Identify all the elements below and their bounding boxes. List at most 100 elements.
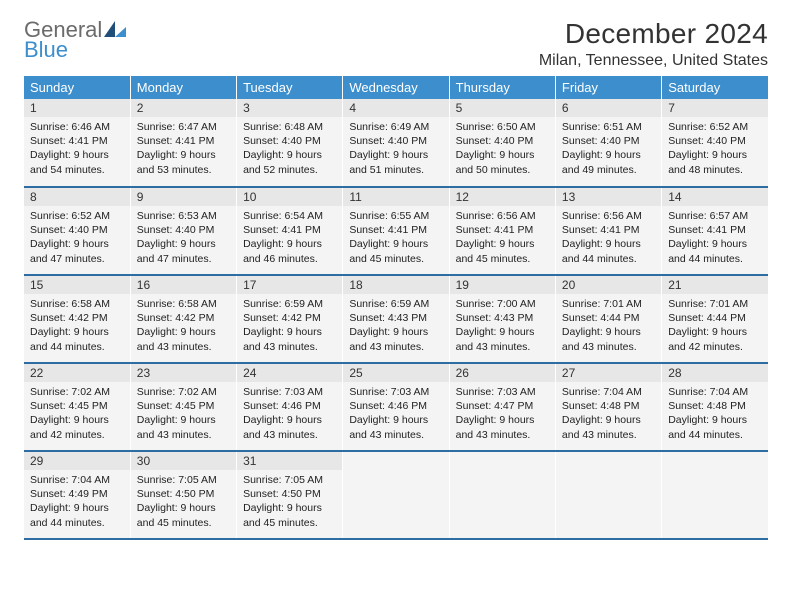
day-details: Sunrise: 6:56 AMSunset: 4:41 PMDaylight:…: [450, 206, 555, 274]
day-details: Sunrise: 6:58 AMSunset: 4:42 PMDaylight:…: [131, 294, 236, 362]
day-number: 20: [556, 276, 661, 294]
calendar-cell: 19Sunrise: 7:00 AMSunset: 4:43 PMDayligh…: [449, 275, 555, 363]
day-details: Sunrise: 7:03 AMSunset: 4:46 PMDaylight:…: [237, 382, 342, 450]
day-details: Sunrise: 7:00 AMSunset: 4:43 PMDaylight:…: [450, 294, 555, 362]
calendar-cell: 7Sunrise: 6:52 AMSunset: 4:40 PMDaylight…: [662, 99, 768, 187]
day-details: Sunrise: 6:55 AMSunset: 4:41 PMDaylight:…: [343, 206, 448, 274]
day-number: 6: [556, 99, 661, 117]
day-number: 14: [662, 188, 768, 206]
calendar-week-row: 1Sunrise: 6:46 AMSunset: 4:41 PMDaylight…: [24, 99, 768, 187]
calendar-cell: 25Sunrise: 7:03 AMSunset: 4:46 PMDayligh…: [343, 363, 449, 451]
day-number: 28: [662, 364, 768, 382]
calendar-cell: 22Sunrise: 7:02 AMSunset: 4:45 PMDayligh…: [24, 363, 130, 451]
day-number: 18: [343, 276, 448, 294]
day-number: 7: [662, 99, 768, 117]
day-details: Sunrise: 7:03 AMSunset: 4:47 PMDaylight:…: [450, 382, 555, 450]
day-number: 9: [131, 188, 236, 206]
calendar-cell: 28Sunrise: 7:04 AMSunset: 4:48 PMDayligh…: [662, 363, 768, 451]
day-details: Sunrise: 7:04 AMSunset: 4:48 PMDaylight:…: [556, 382, 661, 450]
calendar-cell: 8Sunrise: 6:52 AMSunset: 4:40 PMDaylight…: [24, 187, 130, 275]
day-details: Sunrise: 7:03 AMSunset: 4:46 PMDaylight:…: [343, 382, 448, 450]
calendar-week-row: 29Sunrise: 7:04 AMSunset: 4:49 PMDayligh…: [24, 451, 768, 539]
day-details: Sunrise: 7:02 AMSunset: 4:45 PMDaylight:…: [131, 382, 236, 450]
calendar-cell: 4Sunrise: 6:49 AMSunset: 4:40 PMDaylight…: [343, 99, 449, 187]
day-number: 31: [237, 452, 342, 470]
day-number: 13: [556, 188, 661, 206]
day-details: Sunrise: 6:52 AMSunset: 4:40 PMDaylight:…: [24, 206, 130, 274]
day-details: Sunrise: 7:04 AMSunset: 4:48 PMDaylight:…: [662, 382, 768, 450]
day-number: 22: [24, 364, 130, 382]
weekday-monday: Monday: [130, 76, 236, 99]
calendar-week-row: 22Sunrise: 7:02 AMSunset: 4:45 PMDayligh…: [24, 363, 768, 451]
calendar-cell: 11Sunrise: 6:55 AMSunset: 4:41 PMDayligh…: [343, 187, 449, 275]
weekday-tuesday: Tuesday: [237, 76, 343, 99]
calendar-cell: 5Sunrise: 6:50 AMSunset: 4:40 PMDaylight…: [449, 99, 555, 187]
calendar-cell: 17Sunrise: 6:59 AMSunset: 4:42 PMDayligh…: [237, 275, 343, 363]
calendar-cell: 14Sunrise: 6:57 AMSunset: 4:41 PMDayligh…: [662, 187, 768, 275]
day-number: 27: [556, 364, 661, 382]
day-number: 10: [237, 188, 342, 206]
day-details: Sunrise: 7:01 AMSunset: 4:44 PMDaylight:…: [662, 294, 768, 362]
calendar-week-row: 8Sunrise: 6:52 AMSunset: 4:40 PMDaylight…: [24, 187, 768, 275]
day-number: 5: [450, 99, 555, 117]
day-details: Sunrise: 6:48 AMSunset: 4:40 PMDaylight:…: [237, 117, 342, 186]
day-details: Sunrise: 7:01 AMSunset: 4:44 PMDaylight:…: [556, 294, 661, 362]
day-details: Sunrise: 7:02 AMSunset: 4:45 PMDaylight:…: [24, 382, 130, 450]
day-details: Sunrise: 6:54 AMSunset: 4:41 PMDaylight:…: [237, 206, 342, 274]
day-number: 29: [24, 452, 130, 470]
calendar-cell: 3Sunrise: 6:48 AMSunset: 4:40 PMDaylight…: [237, 99, 343, 187]
calendar-cell: [555, 451, 661, 539]
day-details: Sunrise: 6:51 AMSunset: 4:40 PMDaylight:…: [556, 117, 661, 186]
day-number: 12: [450, 188, 555, 206]
calendar-cell: 16Sunrise: 6:58 AMSunset: 4:42 PMDayligh…: [130, 275, 236, 363]
calendar-cell: [662, 451, 768, 539]
day-number: 17: [237, 276, 342, 294]
calendar-cell: 20Sunrise: 7:01 AMSunset: 4:44 PMDayligh…: [555, 275, 661, 363]
calendar-cell: 6Sunrise: 6:51 AMSunset: 4:40 PMDaylight…: [555, 99, 661, 187]
calendar-cell: 2Sunrise: 6:47 AMSunset: 4:41 PMDaylight…: [130, 99, 236, 187]
day-number: 8: [24, 188, 130, 206]
location-text: Milan, Tennessee, United States: [539, 52, 768, 70]
day-details: Sunrise: 6:59 AMSunset: 4:43 PMDaylight:…: [343, 294, 448, 362]
calendar-cell: 9Sunrise: 6:53 AMSunset: 4:40 PMDaylight…: [130, 187, 236, 275]
day-number: 21: [662, 276, 768, 294]
day-details: Sunrise: 6:59 AMSunset: 4:42 PMDaylight:…: [237, 294, 342, 362]
day-details: Sunrise: 6:47 AMSunset: 4:41 PMDaylight:…: [131, 117, 236, 186]
calendar-cell: 24Sunrise: 7:03 AMSunset: 4:46 PMDayligh…: [237, 363, 343, 451]
calendar-week-row: 15Sunrise: 6:58 AMSunset: 4:42 PMDayligh…: [24, 275, 768, 363]
day-number: 4: [343, 99, 448, 117]
day-details: Sunrise: 6:52 AMSunset: 4:40 PMDaylight:…: [662, 117, 768, 186]
calendar-cell: 12Sunrise: 6:56 AMSunset: 4:41 PMDayligh…: [449, 187, 555, 275]
day-number: 30: [131, 452, 236, 470]
calendar-table: Sunday Monday Tuesday Wednesday Thursday…: [24, 76, 768, 540]
calendar-cell: [343, 451, 449, 539]
logo-mark-icon: [104, 21, 126, 42]
calendar-cell: 31Sunrise: 7:05 AMSunset: 4:50 PMDayligh…: [237, 451, 343, 539]
day-details: Sunrise: 6:58 AMSunset: 4:42 PMDaylight:…: [24, 294, 130, 362]
weekday-saturday: Saturday: [662, 76, 768, 99]
day-number: 2: [131, 99, 236, 117]
title-block: December 2024 Milan, Tennessee, United S…: [539, 18, 768, 70]
calendar-cell: 10Sunrise: 6:54 AMSunset: 4:41 PMDayligh…: [237, 187, 343, 275]
calendar-cell: [449, 451, 555, 539]
calendar-cell: 1Sunrise: 6:46 AMSunset: 4:41 PMDaylight…: [24, 99, 130, 187]
day-details: Sunrise: 6:50 AMSunset: 4:40 PMDaylight:…: [450, 117, 555, 186]
calendar-cell: 13Sunrise: 6:56 AMSunset: 4:41 PMDayligh…: [555, 187, 661, 275]
header-bar: General Blue December 2024 Milan, Tennes…: [24, 18, 768, 70]
calendar-cell: 18Sunrise: 6:59 AMSunset: 4:43 PMDayligh…: [343, 275, 449, 363]
weekday-header-row: Sunday Monday Tuesday Wednesday Thursday…: [24, 76, 768, 99]
day-details: Sunrise: 7:05 AMSunset: 4:50 PMDaylight:…: [237, 470, 342, 538]
day-number: 1: [24, 99, 130, 117]
day-details: Sunrise: 7:04 AMSunset: 4:49 PMDaylight:…: [24, 470, 130, 538]
day-number: 24: [237, 364, 342, 382]
weekday-thursday: Thursday: [449, 76, 555, 99]
weekday-sunday: Sunday: [24, 76, 130, 99]
calendar-cell: 30Sunrise: 7:05 AMSunset: 4:50 PMDayligh…: [130, 451, 236, 539]
day-number: 25: [343, 364, 448, 382]
day-number: 15: [24, 276, 130, 294]
calendar-cell: 26Sunrise: 7:03 AMSunset: 4:47 PMDayligh…: [449, 363, 555, 451]
month-title: December 2024: [539, 18, 768, 50]
weekday-wednesday: Wednesday: [343, 76, 449, 99]
day-number: 11: [343, 188, 448, 206]
day-details: Sunrise: 6:57 AMSunset: 4:41 PMDaylight:…: [662, 206, 768, 274]
